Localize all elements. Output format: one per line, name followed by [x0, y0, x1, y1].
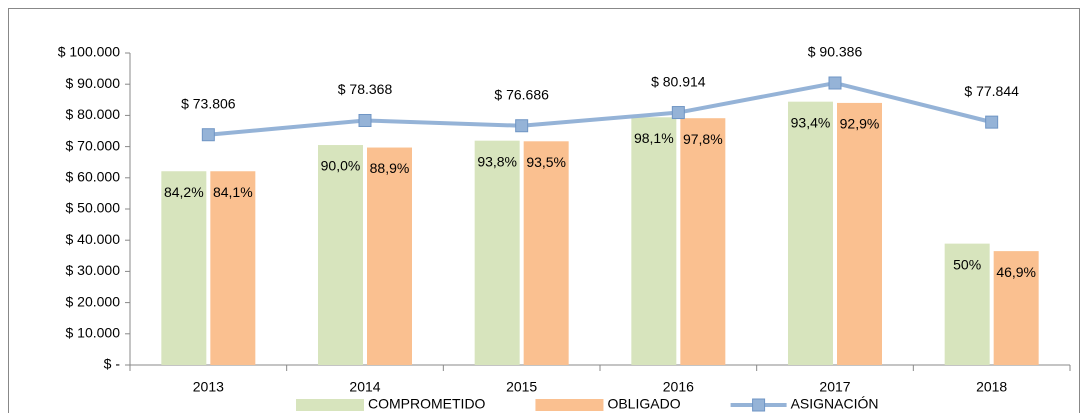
data-label: 98,1%: [634, 130, 674, 146]
data-label: 93,4%: [791, 114, 831, 130]
x-tick-label: 2015: [506, 379, 537, 395]
line-marker: [985, 115, 999, 129]
x-tick-label: 2016: [663, 379, 694, 395]
legend-label: OBLIGADO: [607, 396, 680, 412]
bar: [944, 243, 990, 365]
bar: [680, 118, 726, 365]
x-tick-label: 2013: [193, 379, 224, 395]
data-label: 46,9%: [996, 264, 1036, 280]
y-tick-label: $ 80.000: [66, 106, 121, 122]
x-tick-label: 2017: [819, 379, 850, 395]
line-marker: [201, 128, 215, 142]
data-label: 97,8%: [683, 131, 723, 147]
legend-swatch: [752, 398, 766, 412]
y-tick-label: $ -: [104, 356, 121, 372]
y-tick-label: $ 20.000: [66, 293, 121, 309]
bar: [161, 171, 207, 365]
bar: [993, 251, 1039, 365]
y-tick-label: $ 50.000: [66, 200, 121, 216]
data-label: $ 90.386: [808, 44, 863, 60]
data-label: 84,2%: [164, 184, 204, 200]
x-tick-label: 2014: [349, 379, 380, 395]
line: [208, 80, 993, 137]
y-tick-label: $ 10.000: [66, 325, 121, 341]
legend-swatch: [535, 399, 604, 411]
y-tick-label: $ 90.000: [66, 75, 121, 91]
data-label: $ 76.686: [494, 86, 549, 102]
line-marker: [828, 76, 842, 90]
y-tick-label: $ 100.000: [58, 44, 120, 60]
bar: [631, 117, 677, 365]
legend-label: COMPROMETIDO: [368, 396, 486, 412]
data-label: 50%: [953, 256, 981, 272]
data-label: 84,1%: [213, 184, 253, 200]
bar: [318, 145, 363, 365]
data-label: 93,8%: [477, 153, 517, 169]
data-label: 92,9%: [840, 116, 880, 132]
data-label: 88,9%: [370, 160, 410, 176]
y-tick-label: $ 70.000: [66, 137, 121, 153]
legend-swatch: [296, 399, 364, 411]
legend-label: ASIGNACIÓN: [791, 396, 879, 412]
bar: [523, 141, 569, 365]
line-marker: [671, 106, 685, 120]
bar: [210, 171, 256, 365]
line-marker: [515, 119, 529, 133]
data-label: $ 77.844: [964, 83, 1019, 99]
x-tick-label: 2018: [976, 379, 1007, 395]
y-tick-label: $ 40.000: [66, 231, 121, 247]
bar: [367, 147, 412, 365]
data-label: 93,5%: [526, 154, 566, 170]
data-label: $ 78.368: [338, 81, 393, 97]
bar: [788, 101, 833, 365]
data-label: 90,0%: [321, 158, 361, 174]
line-marker: [358, 113, 372, 127]
bar: [474, 140, 520, 365]
bar: [837, 102, 882, 366]
y-tick-label: $ 60.000: [66, 169, 121, 185]
data-label: $ 73.806: [181, 95, 236, 111]
data-label: $ 80.914: [651, 73, 706, 89]
y-tick-label: $ 30.000: [66, 262, 121, 278]
